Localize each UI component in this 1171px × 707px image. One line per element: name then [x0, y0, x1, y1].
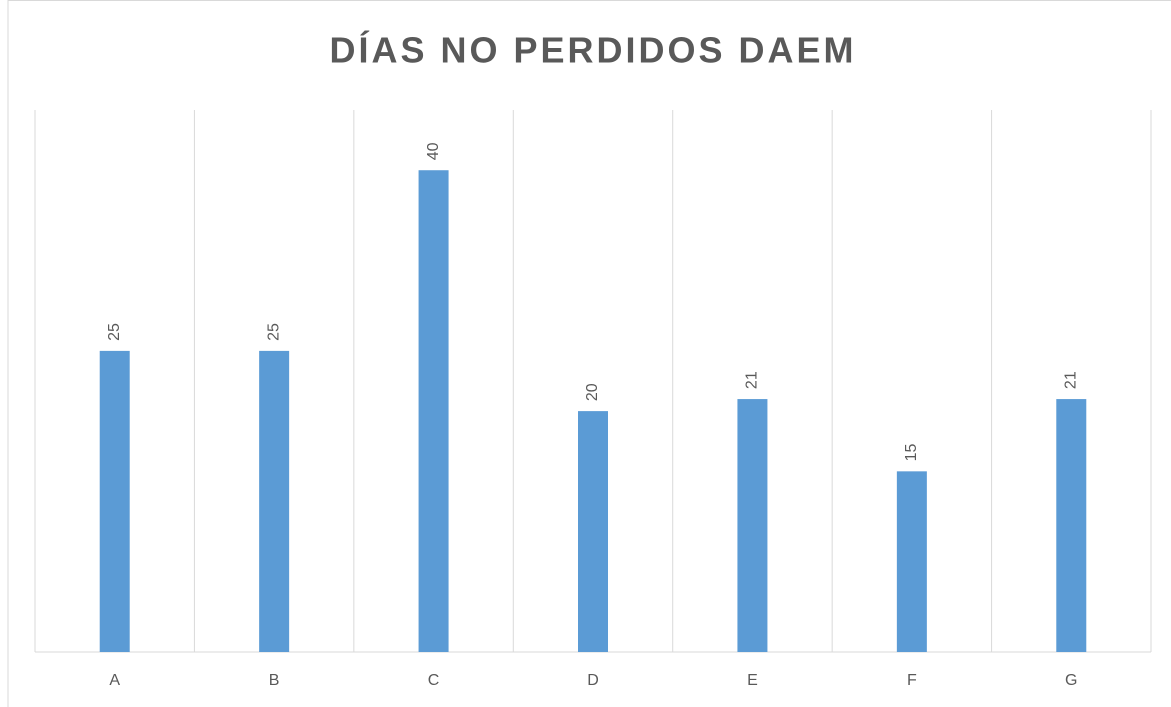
bar [1056, 399, 1087, 652]
bar [578, 411, 608, 652]
x-tick-label: C [428, 672, 440, 689]
data-label: 15 [903, 443, 920, 461]
data-label: 21 [744, 371, 761, 389]
chart-title: DÍAS NO PERDIDOS DAEM [329, 30, 856, 71]
data-label: 21 [1063, 371, 1080, 389]
x-tick-label: A [109, 672, 120, 689]
bar [259, 350, 290, 652]
bar [99, 350, 130, 652]
x-tick-label: B [269, 672, 280, 689]
bar [737, 399, 768, 652]
data-label: 25 [106, 323, 123, 341]
data-label: 25 [265, 323, 282, 341]
data-label: 40 [425, 142, 442, 160]
bar [896, 471, 927, 652]
x-tick-label: D [587, 672, 599, 689]
x-tick-label: G [1065, 672, 1077, 689]
data-label: 20 [584, 383, 601, 401]
x-tick-label: E [747, 672, 758, 689]
x-tick-label: F [907, 672, 917, 689]
bar [418, 170, 449, 652]
